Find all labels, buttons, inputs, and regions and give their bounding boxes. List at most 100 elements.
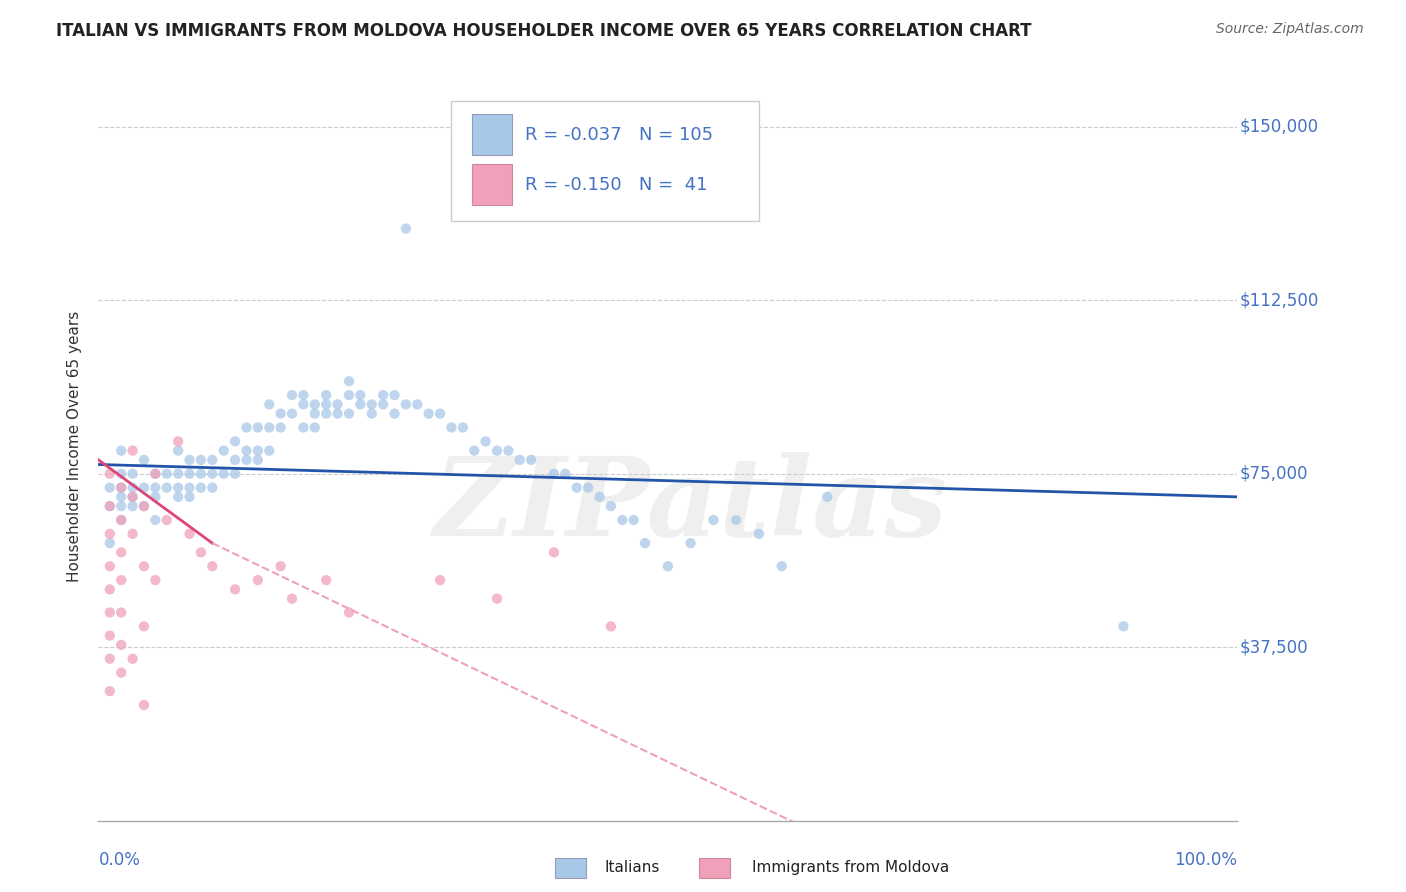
Point bbox=[770, 559, 793, 574]
Point bbox=[281, 591, 304, 606]
Point bbox=[349, 388, 371, 402]
Text: Source: ZipAtlas.com: Source: ZipAtlas.com bbox=[1216, 22, 1364, 37]
Point bbox=[543, 467, 565, 481]
Point bbox=[259, 397, 281, 411]
Point bbox=[748, 527, 770, 541]
Point bbox=[110, 467, 132, 481]
Point bbox=[98, 536, 121, 550]
Text: R = -0.037   N = 105: R = -0.037 N = 105 bbox=[526, 126, 714, 144]
Point bbox=[190, 467, 212, 481]
Point bbox=[371, 388, 394, 402]
Point bbox=[702, 513, 724, 527]
Point bbox=[486, 443, 509, 458]
Point bbox=[156, 467, 179, 481]
Point bbox=[395, 397, 418, 411]
Text: $75,000: $75,000 bbox=[1240, 465, 1308, 483]
Point bbox=[190, 453, 212, 467]
Point bbox=[451, 420, 474, 434]
Point bbox=[576, 481, 599, 495]
Point bbox=[315, 388, 337, 402]
Point bbox=[98, 606, 121, 620]
Point bbox=[179, 481, 201, 495]
Point bbox=[337, 606, 360, 620]
Point bbox=[463, 443, 485, 458]
Point bbox=[179, 490, 201, 504]
Point bbox=[132, 481, 155, 495]
Point bbox=[121, 467, 143, 481]
Point bbox=[270, 407, 292, 421]
Text: Immigrants from Moldova: Immigrants from Moldova bbox=[752, 860, 949, 874]
Point bbox=[145, 467, 167, 481]
Point bbox=[167, 490, 190, 504]
Point bbox=[121, 652, 143, 666]
FancyBboxPatch shape bbox=[451, 102, 759, 221]
Point bbox=[815, 490, 838, 504]
Point bbox=[167, 467, 190, 481]
Point bbox=[315, 397, 337, 411]
Point bbox=[259, 420, 281, 434]
Point bbox=[121, 499, 143, 513]
Point bbox=[110, 606, 132, 620]
Y-axis label: Householder Income Over 65 years: Householder Income Over 65 years bbox=[67, 310, 83, 582]
Text: $37,500: $37,500 bbox=[1240, 638, 1308, 657]
Point bbox=[98, 467, 121, 481]
Point bbox=[121, 481, 143, 495]
Point bbox=[304, 407, 326, 421]
Point bbox=[384, 388, 406, 402]
Point bbox=[337, 388, 360, 402]
Point bbox=[292, 388, 315, 402]
Point bbox=[418, 407, 440, 421]
Point bbox=[98, 629, 121, 643]
Point bbox=[98, 481, 121, 495]
Point bbox=[110, 665, 132, 680]
Point bbox=[110, 499, 132, 513]
Point bbox=[132, 499, 155, 513]
Point bbox=[98, 652, 121, 666]
Point bbox=[110, 481, 132, 495]
Point bbox=[156, 481, 179, 495]
Point bbox=[110, 443, 132, 458]
Bar bbox=[472, 114, 512, 155]
Point bbox=[98, 499, 121, 513]
Point bbox=[224, 582, 246, 597]
Point bbox=[179, 527, 201, 541]
Point bbox=[612, 513, 634, 527]
Point bbox=[110, 481, 132, 495]
Point bbox=[235, 453, 257, 467]
Point bbox=[132, 619, 155, 633]
Point bbox=[224, 453, 246, 467]
Point bbox=[201, 467, 224, 481]
Point bbox=[224, 467, 246, 481]
Point bbox=[360, 407, 382, 421]
Point bbox=[179, 467, 201, 481]
Point bbox=[440, 420, 463, 434]
Point bbox=[600, 499, 623, 513]
Point bbox=[292, 397, 315, 411]
Point bbox=[509, 453, 531, 467]
Point bbox=[634, 536, 657, 550]
Point bbox=[498, 443, 520, 458]
Point bbox=[121, 443, 143, 458]
Point bbox=[384, 407, 406, 421]
Text: Italians: Italians bbox=[605, 860, 659, 874]
Point bbox=[224, 434, 246, 449]
Point bbox=[360, 397, 382, 411]
Point bbox=[145, 573, 167, 587]
Point bbox=[212, 443, 235, 458]
Point bbox=[121, 490, 143, 504]
Point bbox=[270, 420, 292, 434]
Text: ITALIAN VS IMMIGRANTS FROM MOLDOVA HOUSEHOLDER INCOME OVER 65 YEARS CORRELATION : ITALIAN VS IMMIGRANTS FROM MOLDOVA HOUSE… bbox=[56, 22, 1032, 40]
Point bbox=[315, 407, 337, 421]
Point bbox=[121, 527, 143, 541]
Point bbox=[326, 397, 349, 411]
Point bbox=[246, 420, 269, 434]
Point bbox=[315, 573, 337, 587]
Point bbox=[110, 573, 132, 587]
Text: 100.0%: 100.0% bbox=[1174, 851, 1237, 869]
Point bbox=[145, 513, 167, 527]
Point bbox=[304, 420, 326, 434]
Point bbox=[110, 545, 132, 559]
Point bbox=[110, 490, 132, 504]
Point bbox=[132, 499, 155, 513]
Point bbox=[349, 397, 371, 411]
